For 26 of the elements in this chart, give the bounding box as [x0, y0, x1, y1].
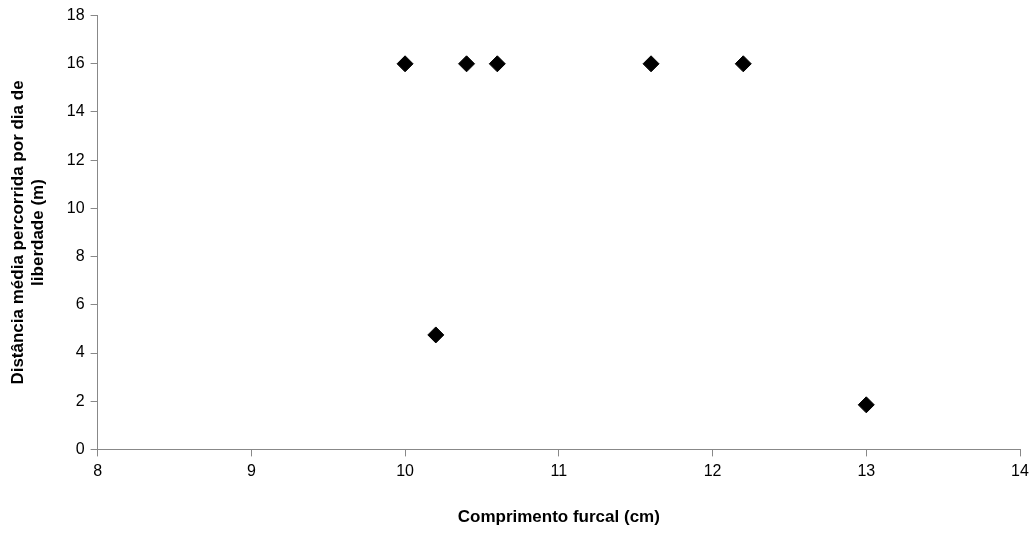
y-tick-label: 12	[66, 150, 85, 168]
point	[458, 55, 476, 73]
y-tick-label: 18	[66, 6, 85, 24]
y-tick-label: 14	[66, 102, 85, 120]
y-tick-label: 6	[75, 295, 85, 313]
y-tick-label: 10	[66, 198, 85, 216]
y-tick-label: 2	[75, 391, 85, 409]
y-tick-label: 16	[66, 54, 85, 72]
point	[396, 55, 414, 73]
x-tick-label: 9	[246, 462, 256, 480]
point	[427, 326, 445, 344]
point	[734, 55, 752, 73]
point	[488, 55, 506, 73]
x-axis-title: Comprimento furcal (cm)	[457, 507, 660, 527]
x-tick-label: 10	[396, 462, 415, 480]
x-tick-label: 8	[93, 462, 103, 480]
y-tick-label: 0	[75, 439, 85, 457]
point	[642, 55, 660, 73]
x-tick-label: 12	[703, 462, 722, 480]
y-axis-title: Distância média percorrida por dia de liberdade (m)	[7, 80, 48, 385]
x-tick-label: 13	[857, 462, 876, 480]
x-tick-label: 14	[1011, 462, 1029, 480]
y-tick-label: 8	[75, 247, 85, 265]
y-tick-label: 4	[75, 343, 85, 361]
x-tick-label: 11	[550, 462, 568, 480]
point	[857, 396, 875, 414]
